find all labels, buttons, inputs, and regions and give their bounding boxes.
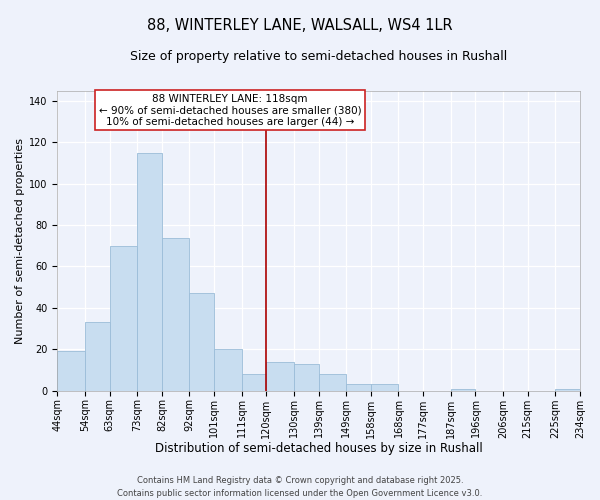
X-axis label: Distribution of semi-detached houses by size in Rushall: Distribution of semi-detached houses by … [155,442,482,455]
Text: Contains HM Land Registry data © Crown copyright and database right 2025.
Contai: Contains HM Land Registry data © Crown c… [118,476,482,498]
Bar [242,374,266,390]
Bar [294,364,319,390]
Text: 88, WINTERLEY LANE, WALSALL, WS4 1LR: 88, WINTERLEY LANE, WALSALL, WS4 1LR [147,18,453,32]
Y-axis label: Number of semi-detached properties: Number of semi-detached properties [15,138,25,344]
Bar [319,374,346,390]
Bar [85,322,110,390]
Bar [58,352,85,391]
Bar [214,350,242,391]
Bar [190,294,214,390]
Bar [266,362,294,390]
Bar [371,384,398,390]
Title: Size of property relative to semi-detached houses in Rushall: Size of property relative to semi-detach… [130,50,508,63]
Bar [451,388,475,390]
Bar [162,238,190,390]
Bar [137,152,162,390]
Text: 88 WINTERLEY LANE: 118sqm
← 90% of semi-detached houses are smaller (380)
10% of: 88 WINTERLEY LANE: 118sqm ← 90% of semi-… [98,94,361,127]
Bar [346,384,371,390]
Bar [555,388,580,390]
Bar [110,246,137,390]
